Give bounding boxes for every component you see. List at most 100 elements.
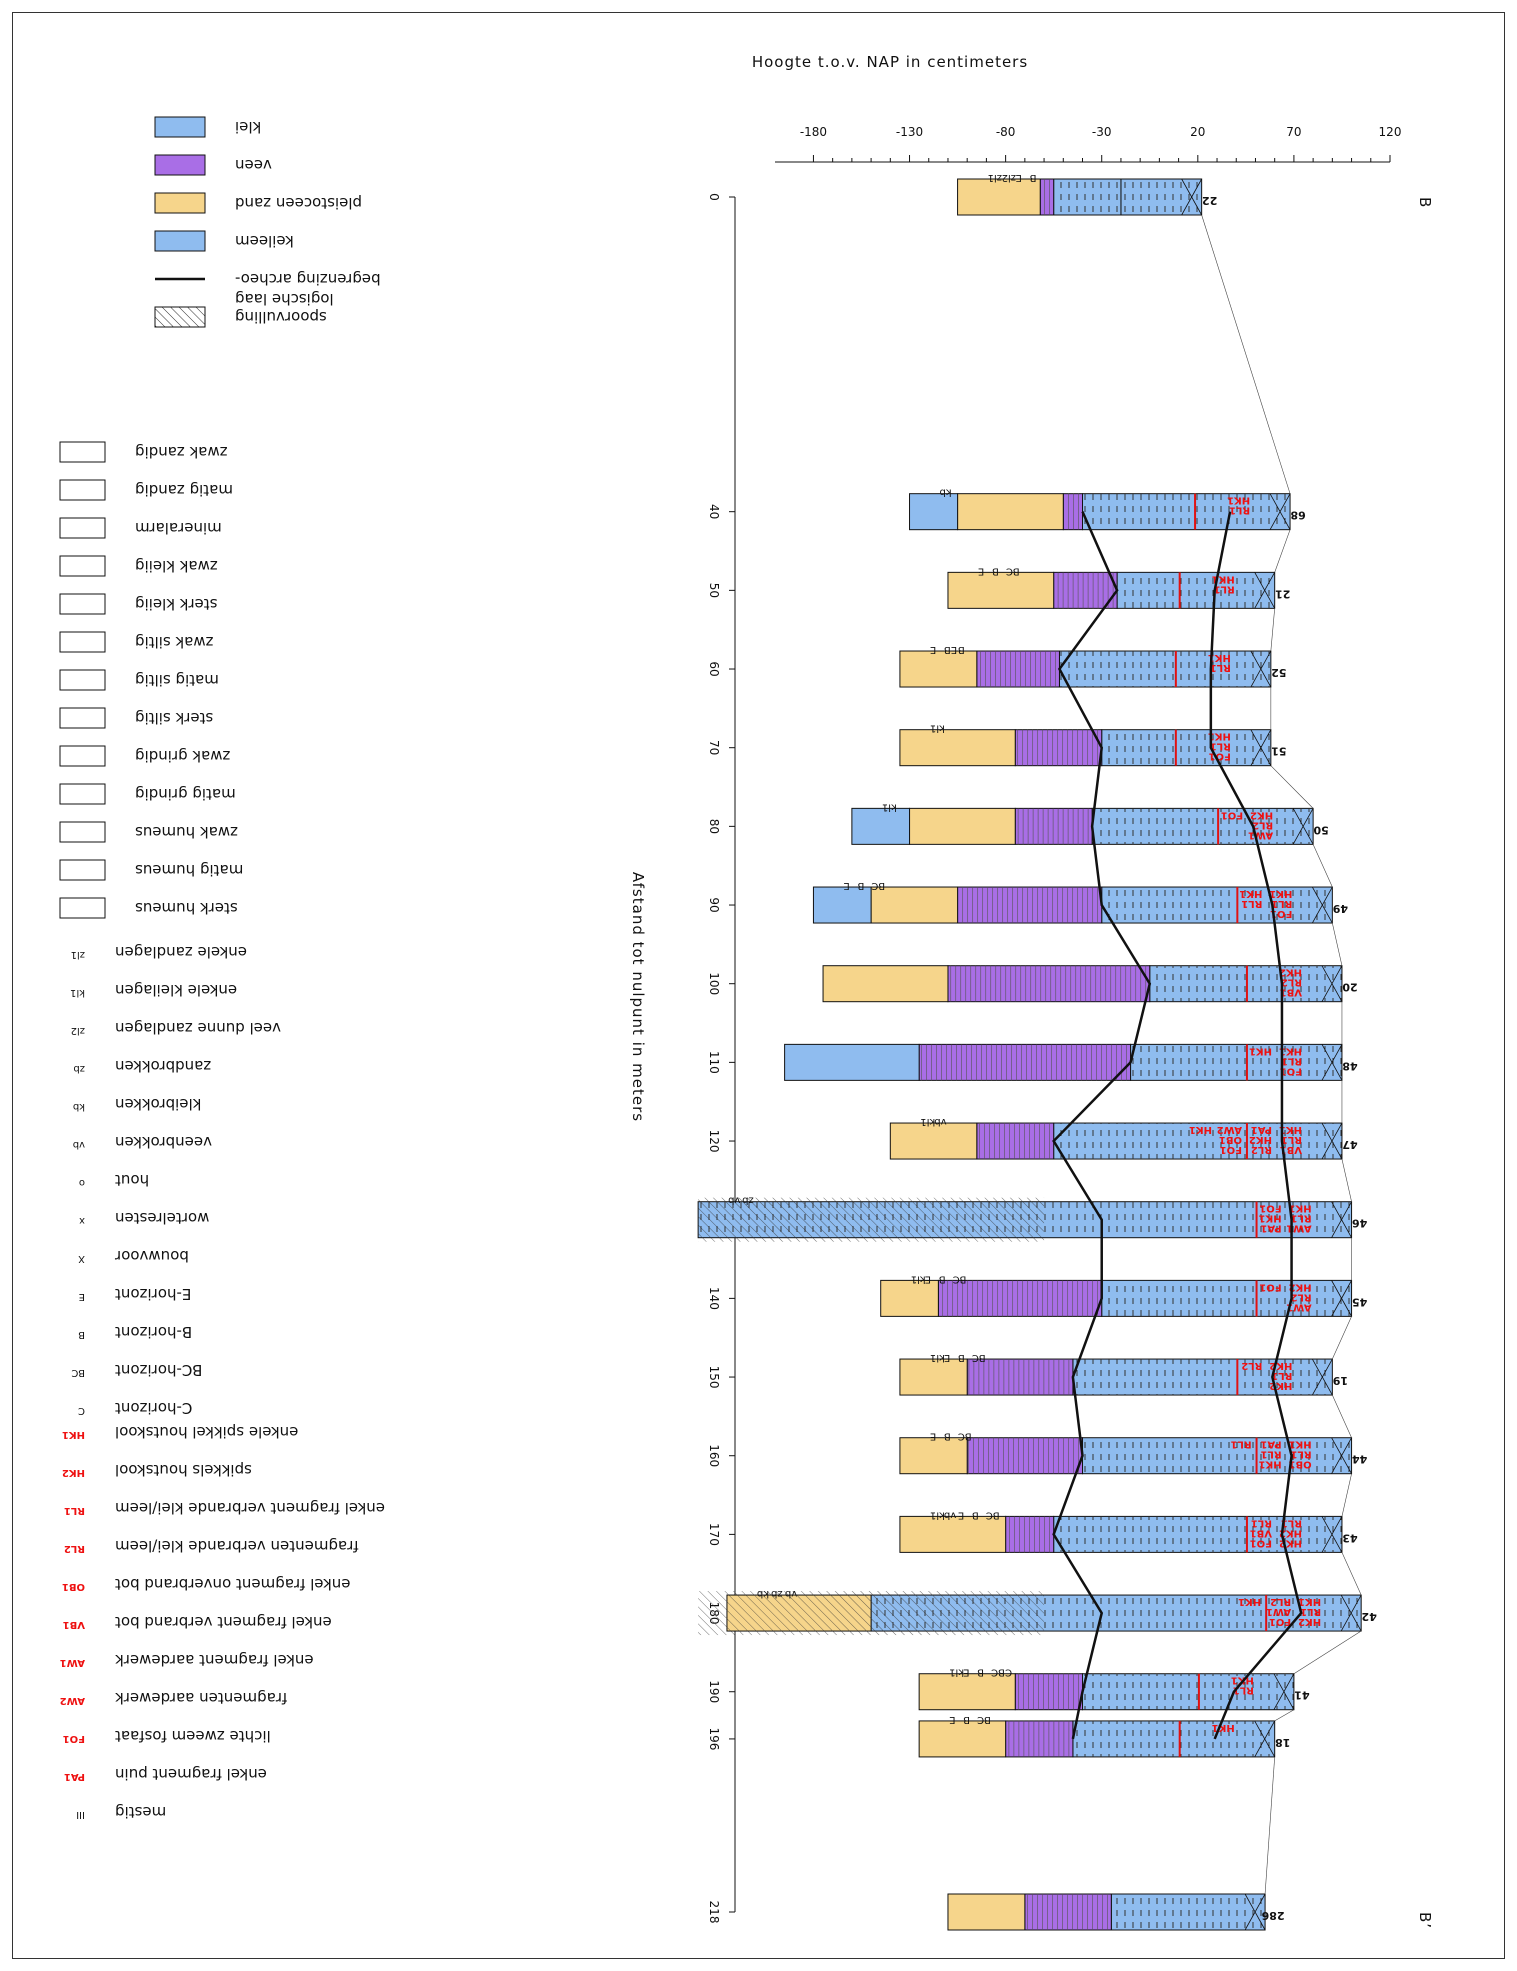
legend-find: OB1 enkel fragment onverbrand bot xyxy=(62,1575,351,1593)
tag-label: E xyxy=(843,880,849,891)
bouwvoor-cross xyxy=(1244,1893,1266,1931)
legend-code: E xyxy=(79,1291,85,1302)
legend-code: III xyxy=(76,1809,85,1820)
borehole-number: 49 xyxy=(1333,902,1348,915)
x-tick-label: 40 xyxy=(707,504,721,519)
legend-label: enkel fragment verbrand bot xyxy=(115,1613,332,1631)
find-code: HK1 xyxy=(1227,495,1250,506)
legend-material-veen: veen xyxy=(154,154,272,176)
tag-label: B xyxy=(857,880,864,891)
borehole-number: 43 xyxy=(1342,1531,1357,1544)
surface-line xyxy=(1264,1756,1275,1895)
find-code: HK2 xyxy=(1298,1616,1321,1627)
borehole-number: 41 xyxy=(1294,1689,1309,1702)
layer-veen xyxy=(966,1358,1074,1396)
find-code: AW1 xyxy=(1248,829,1273,840)
tag-label: E xyxy=(978,565,984,576)
legend-swatch xyxy=(59,897,106,919)
layer-zand xyxy=(918,1720,1007,1758)
layer-keileem xyxy=(784,1043,920,1081)
y-tick-label: -180 xyxy=(800,125,827,139)
legend-label: enkel fragment aardewerk xyxy=(115,1651,314,1669)
tag-label: E xyxy=(930,1431,936,1442)
section-start-label: B xyxy=(1416,197,1434,208)
layer-texture xyxy=(1072,1720,1275,1757)
borehole-number: 44 xyxy=(1352,1453,1368,1466)
find-code: FO1 xyxy=(1280,1065,1302,1076)
surface-line xyxy=(1332,922,1343,966)
surface-line xyxy=(1201,214,1291,494)
legend-tag: E E-horizont xyxy=(79,1285,192,1303)
tag-label: BC xyxy=(977,1714,991,1725)
surface-line xyxy=(1270,765,1314,809)
find-code: FO1 xyxy=(1221,809,1243,820)
borehole-18: 18 E B BC HK1 xyxy=(918,1714,1290,1758)
tag-label: BC xyxy=(991,1667,1005,1678)
legend-label: zwak siltig xyxy=(135,633,214,651)
x-tick-label: 160 xyxy=(707,1444,721,1467)
find-code: HK2 xyxy=(1250,809,1273,820)
tag-label: vb xyxy=(934,1116,946,1127)
legend-find: AW1 enkel fragment aardewerk xyxy=(60,1651,314,1669)
legend-material-klei: klei xyxy=(154,116,261,138)
x-tick-label: 50 xyxy=(707,583,721,598)
find-code: HK1 xyxy=(1269,888,1292,899)
tag-label: E xyxy=(963,1667,969,1678)
legend-tag: x wortelresten xyxy=(79,1209,209,1227)
legend-label: keileem xyxy=(235,232,294,250)
surface-line xyxy=(1270,608,1275,652)
borehole-number: 47 xyxy=(1342,1138,1357,1151)
legend-texture: sterk kleiig xyxy=(59,593,218,615)
borehole-number: 22 xyxy=(1202,194,1217,207)
legend-label: matig zandig xyxy=(135,481,233,499)
legend-label: sterk siltig xyxy=(135,709,213,727)
x-tick-label: 70 xyxy=(707,740,721,755)
legend-texture: matig zandig xyxy=(59,479,233,501)
find-code: HK1 xyxy=(1288,1203,1311,1214)
find-code: HK1 xyxy=(1258,1459,1281,1470)
find-code: AW1 xyxy=(1266,1606,1291,1617)
legend-label: pleistoceen zand xyxy=(235,194,362,212)
legend-swatch xyxy=(154,154,206,176)
legend-code: HK2 xyxy=(62,1467,85,1478)
legend-swatch xyxy=(59,631,106,653)
legend-tag: kb kleibrokken xyxy=(73,1095,202,1113)
legend-label: enkele zandlagen xyxy=(115,943,247,961)
legend-material-keileem: keileem xyxy=(154,230,294,252)
layer-texture xyxy=(1053,179,1121,215)
layer-texture xyxy=(1082,1437,1352,1474)
legend-label: spikkels houtskool xyxy=(115,1461,252,1479)
legend-swatch xyxy=(59,555,106,577)
legend-code: OB1 xyxy=(62,1581,85,1592)
find-code: RL1 xyxy=(1271,1370,1292,1381)
legend-swatch xyxy=(59,669,106,691)
find-code: RL2 xyxy=(1241,1360,1262,1371)
legend-swatch xyxy=(59,593,106,615)
layer-texture xyxy=(1101,887,1333,924)
legend-code: vb xyxy=(73,1139,85,1150)
find-code: RL2 xyxy=(1281,977,1302,988)
legend-texture: sterk humeus xyxy=(59,897,238,919)
tag-label: E xyxy=(925,1273,931,1284)
legend-material-line: begrenzing archeo-logische laag xyxy=(155,270,381,308)
legend-code: BC xyxy=(71,1367,85,1378)
x-tick-label: 80 xyxy=(707,819,721,834)
archaeological-boundary-upper xyxy=(1209,511,1303,1740)
legend-material-zand: pleistoceen zand xyxy=(154,192,362,214)
legend-label: veel dunne zandlagen xyxy=(115,1019,281,1037)
legend-swatch xyxy=(59,517,106,539)
y-tick-label: 70 xyxy=(1286,125,1301,139)
legend-tag: C C-horizont xyxy=(78,1399,192,1417)
legend-material-hatch: spoorvulling xyxy=(154,306,327,328)
layer-zand xyxy=(870,886,959,924)
find-code: HK2 xyxy=(1269,1380,1292,1391)
legend-find: RL1 enkel fragment verbrande klei/leem xyxy=(64,1499,385,1517)
bouwvoor-cross xyxy=(1292,808,1314,845)
bouwvoor-cross xyxy=(1331,1437,1352,1474)
